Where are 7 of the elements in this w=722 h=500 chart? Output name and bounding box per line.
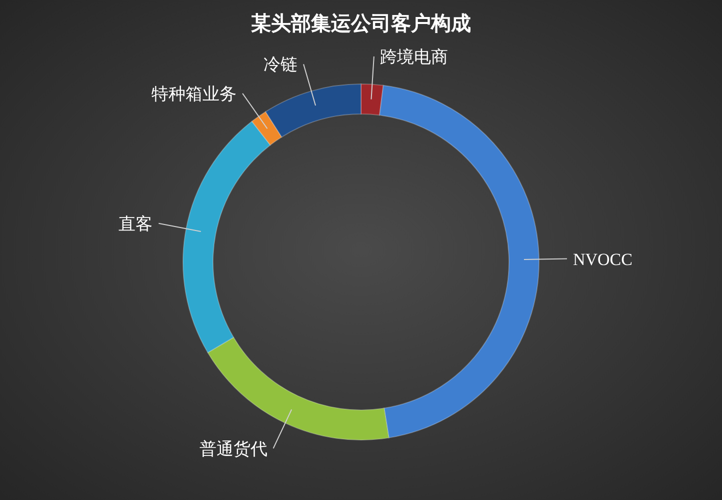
chart-title: 某头部集运公司客户构成 — [250, 12, 471, 35]
slice-label: 冷链 — [264, 55, 298, 74]
slice-label: 普通货代 — [199, 439, 268, 458]
slice-label: NVOCC — [572, 250, 632, 269]
slice-label: 直客 — [118, 214, 153, 234]
slice-label: 特种箱业务 — [152, 84, 237, 104]
slice-label: 跨境电商 — [380, 47, 448, 66]
